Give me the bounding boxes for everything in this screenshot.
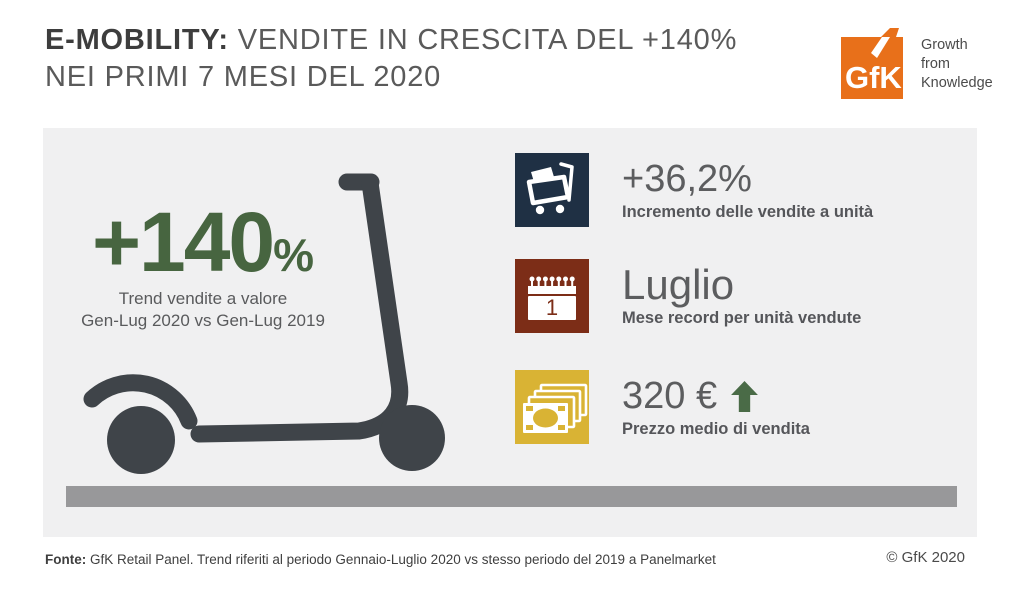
arrow-shape (731, 380, 759, 412)
title-line2: NEI PRIMI 7 MESI DEL 2020 (45, 61, 442, 93)
stat-item-record-month: 1 Luglio Mese record per unità vendute (515, 259, 861, 333)
logo-tagline: Growth from Knowledge (921, 36, 993, 93)
scooter-rear-wheel (379, 405, 445, 471)
headline-stat-caption: Trend vendite a valore Gen-Lug 2020 vs G… (53, 288, 353, 332)
headline-stat-unit: % (273, 229, 315, 281)
title-regular: VENDITE IN CRESCITA DEL +140% (228, 24, 738, 56)
copyright: © GfK 2020 (886, 549, 965, 566)
logo-accent (881, 28, 899, 37)
scooter-front-wheel (107, 406, 175, 474)
caption-line: Gen-Lug 2020 vs Gen-Lug 2019 (81, 311, 325, 330)
calendar-header (528, 286, 576, 294)
stat-text: +36,2% Incremento delle vendite a unità (622, 153, 873, 222)
cart-wheel (555, 204, 565, 214)
page-title: E-MOBILITY: VENDITE IN CRESCITA DEL +140… (45, 22, 737, 96)
price-value: 320 € (622, 375, 718, 417)
road-bar (66, 486, 957, 507)
scooter-illustration (83, 173, 445, 474)
record-month-tile: 1 (515, 259, 589, 333)
average-price-tile (515, 370, 589, 444)
calendar-day: 1 (546, 295, 558, 320)
banknotes-icon (523, 383, 588, 433)
stat-label: Prezzo medio di vendita (622, 420, 810, 438)
infographic-panel: +140% Trend vendite a valore Gen-Lug 202… (43, 128, 977, 537)
stat-label: Mese record per unità vendute (622, 309, 862, 327)
banknote-oval (533, 408, 558, 428)
shopping-cart-icon (526, 162, 574, 215)
caption-line: Trend vendite a valore (118, 289, 288, 308)
logo-notch (871, 37, 890, 58)
stat-value: Luglio (622, 261, 735, 308)
stat-item-average-price: 320 € Prezzo medio di vendita (515, 370, 810, 444)
stat-label: Incremento delle vendite a unità (622, 203, 874, 221)
stat-text: Luglio Mese record per unità vendute (622, 259, 861, 328)
calendar-icon: 1 (528, 276, 576, 320)
up-arrow-icon (731, 380, 759, 412)
title-emphasis: E-MOBILITY: (45, 24, 229, 56)
logo-square (841, 37, 903, 99)
stat-value: 320 € (622, 376, 810, 416)
cart-basket (526, 174, 571, 206)
tagline-line: Growth (921, 37, 968, 53)
gfk-logo: GfK (841, 28, 903, 99)
headline-stat-value: +140 (91, 195, 275, 289)
banknote-corners (526, 406, 565, 430)
stat-text: 320 € Prezzo medio di vendita (622, 370, 810, 439)
calendar-body (528, 296, 576, 320)
stat-value: +36,2% (622, 158, 752, 200)
unit-sales-tile (515, 153, 589, 227)
cart-handle (559, 162, 574, 202)
source-note: Fonte: GfK Retail Panel. Trend riferiti … (45, 552, 716, 567)
cart-wheel (535, 205, 545, 215)
calendar-rings (529, 276, 575, 287)
gfk-logo-icon: GfK (841, 28, 903, 99)
source-label: Fonte: (45, 552, 87, 567)
stat-item-unit-sales: +36,2% Incremento delle vendite a unità (515, 153, 873, 227)
scooter-stem-deck (190, 174, 409, 443)
headline-stat: +140% (53, 200, 353, 309)
tagline-line: Knowledge (921, 75, 993, 91)
tagline-line: from (921, 56, 950, 72)
logo-text: GfK (845, 60, 902, 95)
scooter-fender (83, 374, 198, 430)
source-text: GfK Retail Panel. Trend riferiti al peri… (86, 552, 716, 567)
